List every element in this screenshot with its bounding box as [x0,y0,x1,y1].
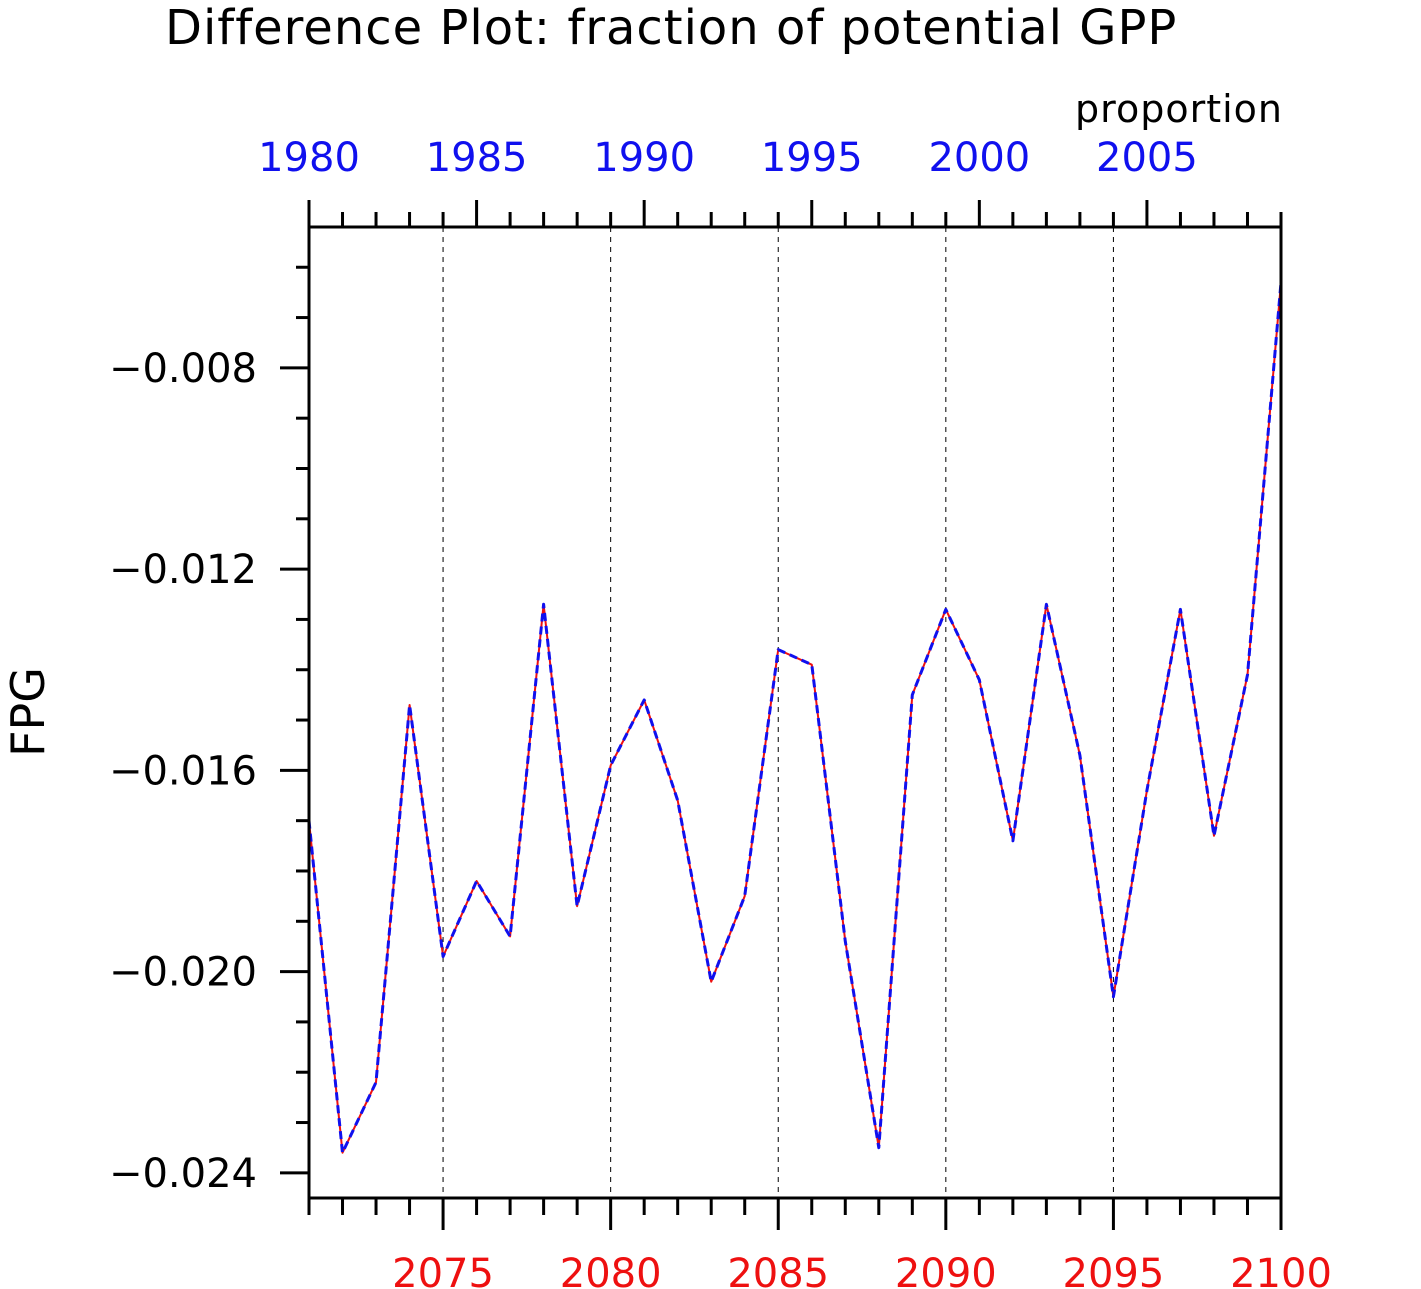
grid-lines [442,227,1114,1198]
axis-ticks [280,200,1283,1230]
bottom-x-tick-label: 2080 [560,1251,662,1289]
y-tick-label: −0.012 [109,547,257,593]
plot-frame [307,225,1283,1200]
bottom-x-tick-label: 2085 [727,1251,829,1289]
top-x-tick-label: 1990 [593,135,695,181]
bottom-x-tick-label: 2090 [895,1251,997,1289]
top-x-tick-label: 1980 [258,135,360,181]
top-x-tick-labels: 1980 1985 1990 1995 2000 2005 [258,135,1198,181]
bottom-x-tick-labels: 2075 2080 2085 2090 2095 2100 [392,1251,1332,1289]
bottom-x-tick-label: 2095 [1063,1251,1165,1289]
top-x-tick-label: 2000 [928,135,1030,181]
top-x-tick-label: 1985 [426,135,528,181]
y-tick-label: −0.008 [109,346,257,392]
y-tick-label: −0.020 [109,950,257,996]
y-tick-label: −0.016 [109,748,257,794]
y-axis-label: FPG [1,667,55,757]
series-line-red [308,282,1282,1154]
y-tick-labels: −0.024 −0.020 −0.016 −0.012 −0.008 [109,346,257,1197]
top-x-tick-label: 2005 [1096,135,1198,181]
data-series [307,282,1283,1155]
bottom-x-tick-label: 2100 [1230,1251,1332,1289]
units-label: proportion [1075,87,1283,131]
y-tick-label: −0.024 [109,1151,257,1197]
chart-title: Difference Plot: fraction of potential G… [165,0,1177,56]
top-x-tick-label: 1995 [761,135,863,181]
series-line-blue [307,282,1283,1155]
bottom-x-tick-label: 2075 [392,1251,494,1289]
